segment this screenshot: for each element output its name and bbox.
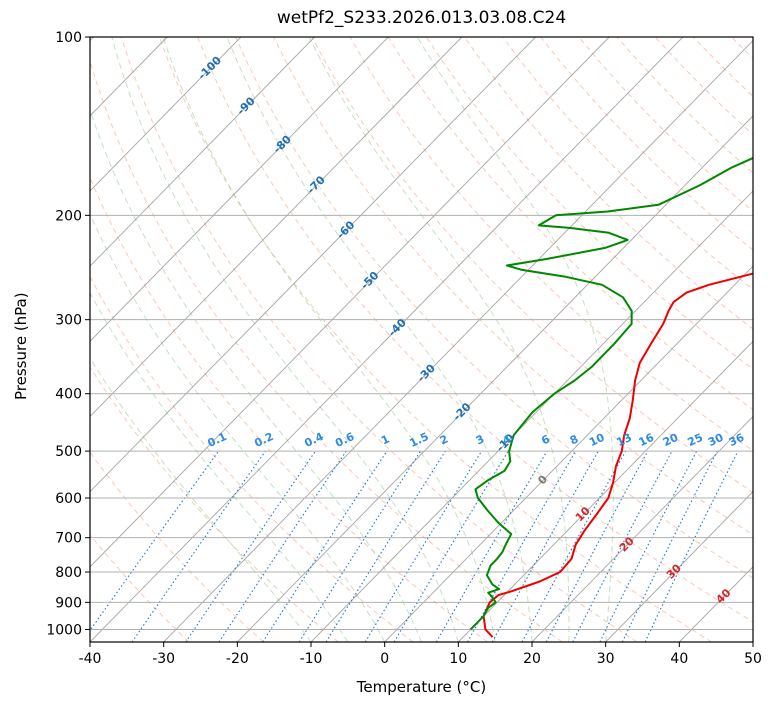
dry-adiabat [425, 37, 753, 370]
moist-adiabat [90, 108, 422, 642]
isotherm [605, 491, 753, 642]
plot-frame [89, 36, 754, 643]
profiles [469, 156, 753, 638]
y-axis: 100 200 300 400 500 600 700 800 900 1000 [46, 30, 90, 638]
y-tick-label: 900 [55, 595, 82, 611]
chart-title: wetPf2_S233.2026.013.03.08.C24 [276, 8, 567, 28]
mixing-ratio-line [298, 450, 422, 642]
y-tick-label: 400 [55, 387, 82, 403]
pressure-gridlines [90, 37, 753, 630]
background-lines [90, 37, 775, 642]
moist-adiabat [111, 37, 459, 642]
y-tick-label: 300 [55, 313, 82, 329]
x-tick-label: -30 [152, 651, 175, 667]
mixing-ratio-line [491, 450, 599, 642]
x-tick-label: 40 [670, 651, 688, 667]
x-tick-label: -20 [226, 651, 249, 667]
mixing-ratio-line [364, 450, 483, 642]
y-tick-label: 200 [55, 208, 82, 224]
x-tick-label: -40 [79, 651, 102, 667]
x-tick-label: 10 [449, 651, 467, 667]
mixing-ratio-line [521, 450, 627, 642]
isotherm [531, 415, 753, 642]
mixing-ratio-label: 25 [686, 431, 705, 449]
y-tick-label: 500 [55, 444, 82, 460]
x-axis: -40 -30 -20 -10 0 10 20 30 40 50 [79, 642, 762, 667]
y-tick-label: 600 [55, 491, 82, 507]
dry-adiabat [90, 59, 563, 642]
isotherm [310, 190, 753, 642]
x-tick-label: 50 [744, 651, 762, 667]
moist-adiabat [308, 37, 570, 642]
isotherm [384, 265, 753, 642]
mixing-ratio-line [599, 450, 698, 642]
isotherm [163, 39, 753, 642]
mixing-ratio-line [218, 450, 347, 642]
isotherm [90, 37, 463, 418]
y-tick-label: 800 [55, 565, 82, 581]
mixing-ratio-line [90, 450, 220, 632]
isotherm [90, 37, 389, 342]
x-tick-label: 30 [597, 651, 615, 667]
isotherm [752, 641, 753, 642]
y-tick-label: 100 [55, 30, 82, 46]
dry-adiabat [90, 275, 414, 642]
dry-adiabat [120, 37, 638, 642]
mixing-ratio-label: 20 [661, 431, 681, 449]
moist-adiabat [90, 212, 386, 642]
mixing-ratio-label: 36 [727, 431, 747, 449]
y-tick-label: 700 [55, 531, 82, 547]
isotherm [90, 37, 610, 568]
y-axis-label: Pressure (hPa) [12, 292, 30, 400]
isotherm [90, 37, 684, 642]
isotherm [90, 37, 315, 267]
profile-line [469, 156, 753, 631]
isotherm [90, 37, 242, 192]
dry-adiabat [273, 37, 753, 536]
dry-adiabat [502, 37, 753, 290]
mixing-ratio-line [621, 450, 718, 642]
mixing-ratio-line [131, 450, 266, 642]
mixing-ratio-line [185, 450, 316, 642]
moist-adiabat [162, 37, 496, 642]
profile-line [482, 272, 753, 638]
plot-background [90, 37, 753, 642]
x-tick-label: -10 [300, 651, 323, 667]
mixing-ratio-label: 10 [587, 431, 607, 449]
mixing-ratio-line [467, 450, 577, 642]
mixing-ratio-label: 30 [706, 431, 726, 449]
dry-adiabat [770, 37, 775, 642]
dry-adiabat [90, 366, 339, 642]
moist-adiabat [416, 37, 614, 642]
mixing-ratio-line [545, 450, 649, 642]
dry-adiabat [311, 37, 753, 493]
y-tick-label: 1000 [46, 622, 82, 638]
mixing-ratio-label: 16 [637, 431, 657, 449]
moist-adiabat [226, 37, 533, 642]
mixing-ratio-label: 13 [615, 431, 634, 449]
isotherm [458, 340, 753, 642]
x-axis-label: Temperature (°C) [356, 678, 487, 696]
x-tick-label: 0 [380, 651, 389, 667]
mixing-ratio-line [262, 450, 388, 642]
dry-adiabat [235, 37, 753, 579]
isotherm [90, 37, 536, 493]
x-tick-label: 20 [523, 651, 541, 667]
isotherm [237, 115, 753, 642]
